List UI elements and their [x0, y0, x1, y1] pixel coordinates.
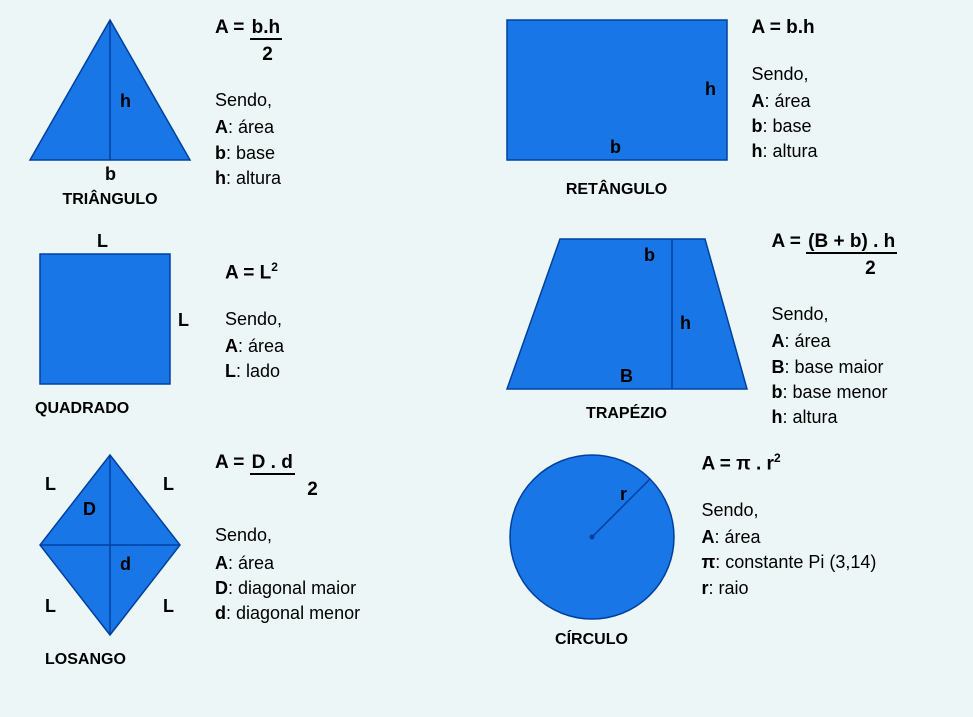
rhombus-label-l4: L	[163, 596, 174, 616]
formula-lhs: A = L	[225, 262, 271, 283]
triangle-sendo: Sendo,	[215, 88, 282, 113]
circle-def-2: r: raio	[702, 576, 877, 601]
trapezoid-block: b h B TRAPÉZIO	[502, 229, 752, 423]
circle-def-1: π: constante Pi (3,14)	[702, 550, 877, 575]
cell-triangle: h b TRIÂNGULO A = b.h 2 Sendo, A: área b…	[25, 15, 472, 209]
circle-desc: A = π . r2 Sendo, A: área π: constante P…	[702, 450, 877, 601]
formula-num: (B + b) . h	[806, 231, 897, 254]
circle-def-0: A: área	[702, 525, 877, 550]
rectangle-svg: h b	[502, 15, 732, 175]
square-sendo: Sendo,	[225, 307, 284, 332]
rectangle-label-h: h	[705, 79, 716, 99]
rectangle-formula: A = b.h	[752, 15, 818, 42]
triangle-name: TRIÂNGULO	[62, 191, 157, 209]
formula-denom: 2	[844, 256, 898, 283]
circle-svg: r	[502, 450, 682, 625]
rhombus-def-2: d: diagonal menor	[215, 601, 360, 626]
rectangle-label-b: b	[610, 137, 621, 157]
rectangle-sendo: Sendo,	[752, 62, 818, 87]
rhombus-def-0: A: área	[215, 551, 360, 576]
rectangle-block: h b RETÂNGULO	[502, 15, 732, 199]
rhombus-sendo: Sendo,	[215, 523, 360, 548]
trapezoid-def-2: b: base menor	[772, 380, 898, 405]
trapezoid-sendo: Sendo,	[772, 302, 898, 327]
rectangle-def-0: A: área	[752, 89, 818, 114]
square-label-right: L	[178, 310, 189, 330]
rhombus-label-l2: L	[163, 474, 174, 494]
triangle-label-h: h	[120, 91, 131, 111]
square-name: QUADRADO	[35, 400, 129, 418]
formula-lhs: A =	[215, 17, 250, 38]
circle-name: CÍRCULO	[555, 631, 628, 649]
square-shape	[40, 254, 170, 384]
trapezoid-label-big-b: B	[620, 366, 633, 386]
circle-block: r CÍRCULO	[502, 450, 682, 649]
square-svg: L L	[25, 229, 205, 394]
circle-label-r: r	[620, 484, 627, 504]
formula-num: b.h	[250, 17, 283, 40]
rectangle-def-1: b: base	[752, 114, 818, 139]
cell-circle: r CÍRCULO A = π . r2 Sendo, A: área π: c…	[502, 450, 949, 669]
rhombus-label-l3: L	[45, 596, 56, 616]
rhombus-block: L L L L D d LOSANGO	[25, 450, 195, 669]
square-desc: A = L2 Sendo, A: área L: lado	[225, 259, 284, 384]
square-block: L L QUADRADO	[25, 229, 205, 418]
square-label-top: L	[97, 231, 108, 251]
trapezoid-def-3: h: altura	[772, 405, 898, 430]
square-formula: A = L2	[225, 259, 284, 287]
cell-square: L L QUADRADO A = L2 Sendo, A: área L: la…	[25, 229, 472, 430]
trapezoid-formula: A = (B + b) . h 2	[772, 229, 898, 282]
rhombus-desc: A = D . d 2 Sendo, A: área D: diagonal m…	[215, 450, 360, 626]
circle-formula: A = π . r2	[702, 450, 877, 478]
triangle-block: h b TRIÂNGULO	[25, 15, 195, 209]
formula-lhs: A = π . r	[702, 453, 774, 474]
circle-sendo: Sendo,	[702, 498, 877, 523]
cell-rectangle: h b RETÂNGULO A = b.h Sendo, A: área b: …	[502, 15, 949, 209]
trapezoid-def-0: A: área	[772, 329, 898, 354]
triangle-desc: A = b.h 2 Sendo, A: área b: base h: altu…	[215, 15, 282, 191]
triangle-formula: A = b.h 2	[215, 15, 282, 68]
rhombus-label-big-d: D	[83, 499, 96, 519]
triangle-svg: h b	[25, 15, 195, 185]
formula-exp: 2	[774, 451, 781, 465]
formula-lhs: A =	[215, 452, 250, 473]
triangle-label-b: b	[105, 164, 116, 184]
circle-center-dot	[589, 535, 594, 540]
rhombus-label-d: d	[120, 554, 131, 574]
trapezoid-desc: A = (B + b) . h 2 Sendo, A: área B: base…	[772, 229, 898, 430]
rhombus-svg: L L L L D d	[25, 450, 195, 645]
triangle-def-0: A: área	[215, 115, 282, 140]
rhombus-formula: A = D . d 2	[215, 450, 360, 503]
trapezoid-name: TRAPÉZIO	[586, 405, 667, 423]
cell-rhombus: L L L L D d LOSANGO A = D . d 2 Sendo, A…	[25, 450, 472, 669]
shapes-grid: h b TRIÂNGULO A = b.h 2 Sendo, A: área b…	[25, 15, 948, 669]
cell-trapezoid: b h B TRAPÉZIO A = (B + b) . h 2 Sendo, …	[502, 229, 949, 430]
square-def-1: L: lado	[225, 359, 284, 384]
formula-denom: 2	[253, 42, 282, 69]
triangle-def-2: h: altura	[215, 166, 282, 191]
rhombus-def-1: D: diagonal maior	[215, 576, 360, 601]
rectangle-def-2: h: altura	[752, 139, 818, 164]
triangle-def-1: b: base	[215, 141, 282, 166]
square-def-0: A: área	[225, 334, 284, 359]
rectangle-desc: A = b.h Sendo, A: área b: base h: altura	[752, 15, 818, 164]
rhombus-label-l1: L	[45, 474, 56, 494]
rhombus-name: LOSANGO	[45, 651, 126, 669]
trapezoid-label-h: h	[680, 313, 691, 333]
formula-num: D . d	[250, 452, 295, 475]
formula-denom: 2	[265, 477, 360, 504]
trapezoid-def-1: B: base maior	[772, 355, 898, 380]
trapezoid-svg: b h B	[502, 229, 752, 399]
trapezoid-label-b: b	[644, 245, 655, 265]
formula-lhs: A =	[772, 231, 807, 252]
formula-exp: 2	[271, 260, 278, 274]
rectangle-name: RETÂNGULO	[566, 181, 667, 199]
